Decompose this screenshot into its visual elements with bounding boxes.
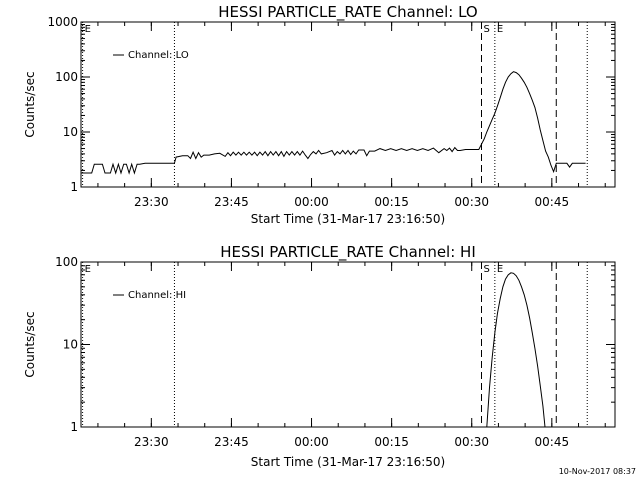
chart-panel-1: HESSI PARTICLE_RATE Channel: LOE S E110100… (23, 3, 616, 226)
y-tick-label: 1 (70, 420, 78, 434)
x-tick-label: 00:30 (454, 435, 489, 449)
x-tick-label: 23:45 (214, 195, 249, 209)
chart-title: HESSI PARTICLE_RATE Channel: HI (220, 243, 476, 262)
legend-label: Channel: HI (128, 290, 186, 301)
chart-panel-2: HESSI PARTICLE_RATE Channel: HIE S E110100… (23, 243, 616, 469)
x-axis-label: Start Time (31-Mar-17 23:16:50) (251, 455, 445, 469)
x-tick-label: 00:00 (294, 435, 329, 449)
x-tick-label: 23:30 (134, 195, 169, 209)
x-tick-label: 00:00 (294, 195, 329, 209)
x-tick-label: 00:45 (535, 195, 570, 209)
event-marker-label: E (85, 264, 91, 275)
x-axis-label: Start Time (31-Mar-17 23:16:50) (251, 212, 445, 226)
x-tick-label: 23:30 (134, 435, 169, 449)
y-tick-label: 1 (70, 180, 78, 194)
legend-label: Channel: LO (128, 50, 189, 61)
footer-timestamp: 10-Nov-2017 08:37 (559, 467, 636, 476)
x-tick-label: 00:15 (374, 435, 409, 449)
chart-title: HESSI PARTICLE_RATE Channel: LO (218, 3, 477, 22)
y-tick-label: 10 (63, 338, 78, 352)
y-axis-label: Counts/sec (23, 71, 37, 137)
x-tick-label: 00:30 (454, 195, 489, 209)
series-line (81, 71, 586, 175)
y-tick-label: 100 (55, 255, 78, 269)
y-tick-label: 100 (55, 70, 78, 84)
plot-frame (80, 21, 616, 188)
event-marker-label: S (484, 24, 490, 35)
event-marker-label: E (85, 24, 91, 35)
x-tick-label: 00:15 (374, 195, 409, 209)
event-marker-label: S (484, 264, 490, 275)
event-marker-label: E (497, 264, 503, 275)
x-tick-label: 23:45 (214, 435, 249, 449)
y-axis-label: Counts/sec (23, 311, 37, 377)
event-marker-label: E (497, 24, 503, 35)
y-tick-label: 10 (63, 125, 78, 139)
series-line (486, 272, 546, 428)
x-tick-label: 00:45 (535, 435, 570, 449)
y-tick-label: 1000 (47, 15, 78, 29)
